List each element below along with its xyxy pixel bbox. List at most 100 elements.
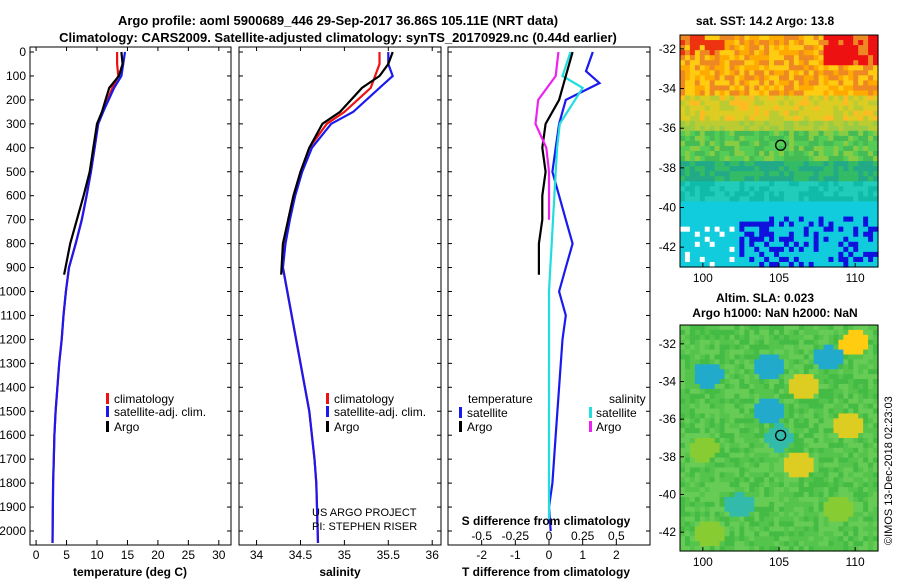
map-cell bbox=[749, 206, 755, 213]
map-cell bbox=[769, 364, 775, 370]
map-cell bbox=[689, 398, 696, 405]
map-cell bbox=[813, 531, 820, 537]
map-cell bbox=[754, 344, 760, 351]
map-cell bbox=[684, 130, 691, 137]
map-cell bbox=[754, 388, 760, 395]
map-cell bbox=[774, 261, 780, 268]
map-cell bbox=[719, 536, 726, 542]
map-cell bbox=[873, 35, 879, 41]
map-cell bbox=[848, 171, 854, 177]
map-cell bbox=[709, 334, 716, 341]
map-cell bbox=[783, 231, 790, 238]
map-cell bbox=[709, 403, 716, 410]
map-cell bbox=[838, 379, 844, 385]
map-cell bbox=[680, 442, 686, 449]
map-cell bbox=[808, 344, 815, 351]
map-cell bbox=[798, 442, 805, 449]
map-cell bbox=[729, 477, 736, 483]
map-cell bbox=[694, 256, 701, 263]
map-cell bbox=[833, 511, 839, 518]
map-cell bbox=[828, 546, 835, 552]
map-cell bbox=[828, 70, 835, 76]
map-cell bbox=[709, 418, 716, 424]
map-cell bbox=[684, 226, 691, 233]
map-cell bbox=[828, 40, 835, 46]
map-cell bbox=[843, 211, 849, 218]
map-cell bbox=[749, 536, 755, 542]
map-cell bbox=[724, 40, 731, 46]
map-cell bbox=[749, 442, 755, 449]
map-cell bbox=[823, 35, 830, 41]
map-cell bbox=[808, 423, 815, 429]
map-cell bbox=[734, 393, 740, 400]
map-cell bbox=[828, 379, 835, 385]
map-cell bbox=[833, 120, 839, 127]
map-cell bbox=[833, 374, 839, 380]
map-cell bbox=[754, 171, 760, 177]
map-cell bbox=[838, 344, 844, 351]
map-cell bbox=[873, 176, 879, 182]
map-cell bbox=[853, 383, 859, 390]
map-cell bbox=[759, 423, 765, 429]
map-cell bbox=[853, 156, 859, 162]
map-cell bbox=[853, 151, 859, 157]
map-cell bbox=[774, 438, 780, 444]
map-cell bbox=[798, 359, 805, 365]
map-cell bbox=[714, 536, 721, 542]
map-cell bbox=[868, 145, 874, 152]
map-cell bbox=[704, 125, 711, 132]
map-cell bbox=[843, 501, 849, 508]
map-cell bbox=[739, 467, 745, 473]
map-cell bbox=[793, 40, 800, 46]
map-cell bbox=[858, 467, 864, 473]
x-tick-label: 34.5 bbox=[289, 548, 313, 562]
map-cell bbox=[734, 383, 740, 390]
map-cell bbox=[694, 408, 701, 415]
x-tick-label: 30 bbox=[212, 548, 226, 562]
map-cell bbox=[783, 506, 790, 513]
map-cell bbox=[808, 50, 815, 56]
map-cell bbox=[813, 496, 820, 503]
map-cell bbox=[818, 482, 825, 488]
map-cell bbox=[803, 379, 810, 385]
map-cell bbox=[808, 201, 815, 208]
map-cell bbox=[853, 487, 859, 493]
map-cell bbox=[689, 428, 696, 434]
map-cell bbox=[719, 482, 726, 488]
map-cell bbox=[863, 388, 869, 395]
map-cell bbox=[749, 55, 755, 61]
map-cell bbox=[823, 408, 830, 415]
map-cell bbox=[848, 95, 854, 102]
map-cell bbox=[793, 140, 800, 147]
map-cell bbox=[793, 403, 800, 410]
map-cell bbox=[714, 151, 721, 157]
map-cell bbox=[843, 241, 849, 248]
map-cell bbox=[818, 383, 825, 390]
map-cell bbox=[803, 477, 810, 483]
map-cell bbox=[863, 161, 869, 167]
map-cell bbox=[823, 339, 830, 346]
map-cell bbox=[689, 216, 696, 223]
map-cell bbox=[764, 354, 770, 360]
map-cell bbox=[853, 45, 859, 51]
map-cell bbox=[863, 166, 869, 172]
map-cell bbox=[808, 135, 815, 142]
map-cell bbox=[858, 251, 864, 258]
map-cell bbox=[684, 467, 691, 473]
map-cell bbox=[798, 423, 805, 429]
map-cell bbox=[793, 110, 800, 117]
map-cell bbox=[764, 171, 770, 177]
map-cell bbox=[769, 398, 775, 405]
map-cell bbox=[798, 428, 805, 434]
map-cell bbox=[813, 40, 820, 46]
map-cell bbox=[813, 344, 820, 351]
map-cell bbox=[699, 120, 706, 127]
legend-label-argo: Argo bbox=[114, 420, 140, 434]
map-cell bbox=[868, 75, 874, 81]
map-cell bbox=[699, 487, 706, 493]
map-cell bbox=[680, 186, 686, 192]
map-cell bbox=[858, 226, 864, 233]
map-cell bbox=[853, 80, 859, 87]
map-cell bbox=[749, 201, 755, 208]
